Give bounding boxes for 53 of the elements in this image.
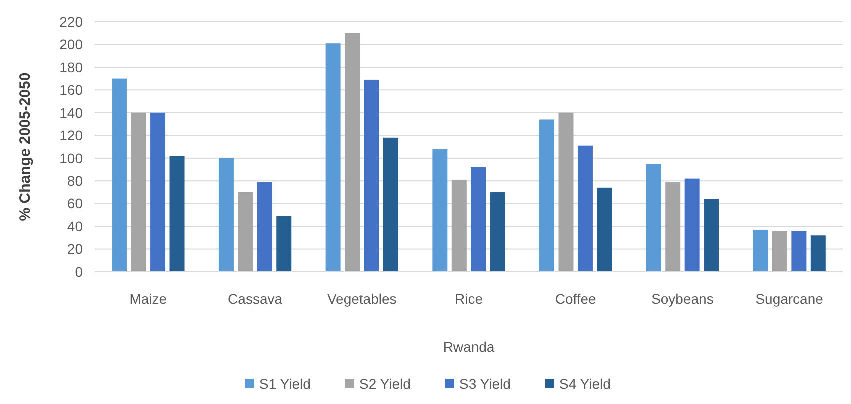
y-axis-title: % Change 2005-2050 <box>17 72 34 222</box>
y-tick-label: 20 <box>67 241 84 258</box>
bar <box>753 230 768 272</box>
y-tick-label: 220 <box>60 14 84 30</box>
bar <box>345 33 360 272</box>
x-tick-label: Vegetables <box>327 291 397 307</box>
bar <box>578 146 593 272</box>
legend-label: S3 Yield <box>460 376 511 392</box>
x-axis-title: Rwanda <box>443 339 495 355</box>
bar <box>772 231 788 272</box>
x-tick-label: Soybeans <box>652 291 714 307</box>
bar <box>684 178 700 272</box>
bar <box>490 192 506 272</box>
y-tick-label: 200 <box>60 36 84 53</box>
y-tick-label: 160 <box>60 82 84 98</box>
bar <box>597 188 612 272</box>
y-tick-label: 180 <box>60 59 84 76</box>
y-tick-label: 140 <box>60 104 84 121</box>
bar <box>666 182 681 272</box>
x-tick-label: Coffee <box>555 291 597 307</box>
legend-label: S1 Yield <box>260 376 311 392</box>
y-tick-label: 60 <box>67 196 84 212</box>
bar <box>218 158 234 272</box>
bar <box>170 156 185 272</box>
y-tick-label: 0 <box>75 264 84 280</box>
bar <box>792 231 807 272</box>
y-tick-label: 80 <box>67 172 84 189</box>
bar <box>810 236 826 272</box>
bar <box>257 182 272 272</box>
bar <box>238 192 254 272</box>
bar <box>150 112 166 272</box>
x-tick-label: Rice <box>454 291 484 307</box>
legend-label: S2 Yield <box>360 376 411 392</box>
bar <box>383 138 398 272</box>
bar <box>276 216 292 272</box>
bar <box>131 112 146 272</box>
x-tick-label: Cassava <box>228 291 283 307</box>
bar <box>452 180 467 272</box>
bar <box>112 78 128 272</box>
y-tick-label: 120 <box>60 128 84 144</box>
bar <box>558 112 574 272</box>
y-tick-label: 100 <box>60 150 84 166</box>
y-tick-label: 40 <box>67 218 84 234</box>
bar <box>646 164 662 272</box>
bar <box>364 80 380 272</box>
legend-label: S4 Yield <box>560 376 611 392</box>
bar <box>704 199 720 272</box>
bar <box>471 167 486 272</box>
bar <box>326 44 341 272</box>
bar <box>540 120 555 272</box>
bar <box>432 149 448 272</box>
x-tick-label: Sugarcane <box>756 291 824 307</box>
x-tick-label: Maize <box>130 291 168 307</box>
